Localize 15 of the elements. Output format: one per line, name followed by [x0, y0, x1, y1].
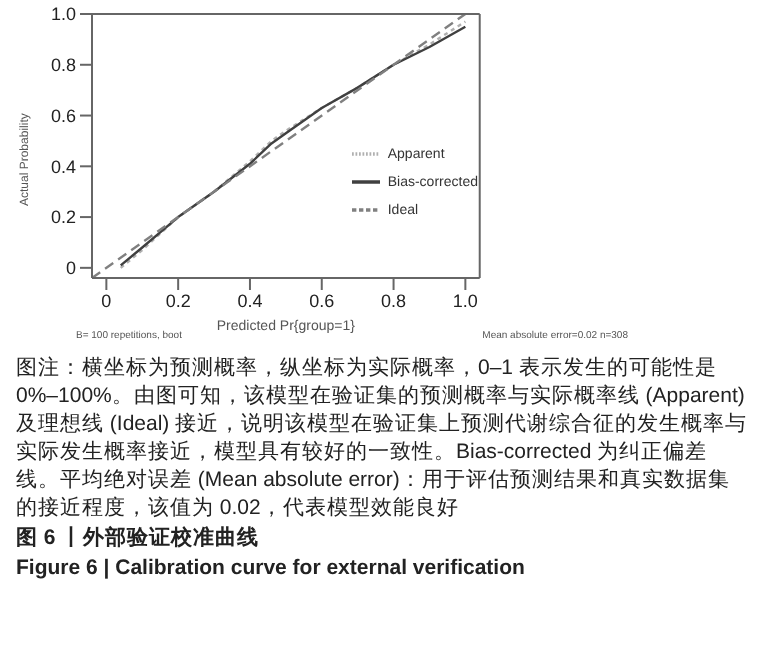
x-tick-label: 1.0: [452, 290, 478, 311]
x-tick-label: 0.8: [381, 290, 407, 311]
y-tick-label: 0.6: [50, 105, 76, 126]
text: 图 6 丨外部验证校准曲线: [16, 524, 262, 554]
text: Figure 6 | Calibration curve for external verification: [16, 554, 527, 584]
y-tick-label: 0.8: [50, 55, 76, 76]
y-tick-label: 0.2: [50, 207, 76, 228]
x-tick-label: 0.6: [309, 290, 335, 311]
x-tick-label: 0: [101, 290, 112, 311]
x-tick-label: 0.4: [237, 290, 263, 311]
text: 图注：横坐标为预测概率，纵坐标为实际概率，0–1 表示发生的可能性是 0%–100%。由图可知，该模型在验证集的预测概率与实际概率线 (Apparent) 及理想线 (Ideal) 接近，说明该模型在验证集上预测代谢综合征的发生概率与实际发生概率接近，模型具有较好的一致性。Bias-corrected 为纠正偏差线。平均绝对误差 (Mean absolute error)：用于评估预测结果和真实数据集的接近程度，该值为 0.02，代表模型效能良好: [16, 354, 748, 522]
x-tick-label: 0.2: [165, 290, 191, 311]
y-tick-label: 0: [65, 258, 76, 279]
y-tick-label: 1.0: [50, 4, 76, 25]
y-tick-label: 0.4: [50, 156, 76, 177]
